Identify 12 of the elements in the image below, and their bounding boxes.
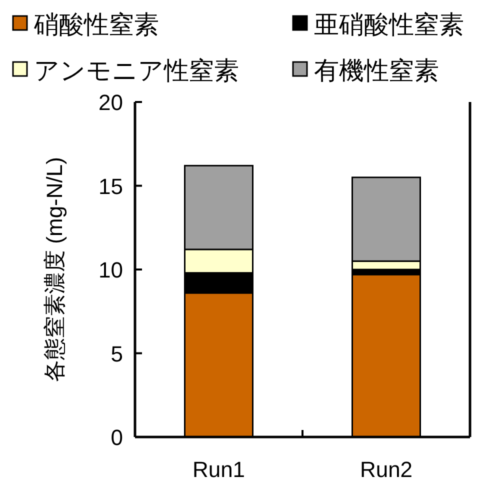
legend-label: アンモニア性窒素	[34, 57, 239, 85]
legend-label: 硝酸性窒素	[33, 11, 159, 39]
legend-label: 亜硝酸性窒素	[314, 11, 464, 39]
x-tick-label: Run1	[192, 457, 246, 482]
y-tick-label: 5	[110, 341, 123, 366]
y-tick-label: 0	[110, 425, 123, 450]
y-tick-label: 15	[98, 174, 123, 199]
x-tick-label: Run2	[360, 457, 413, 482]
y-axis-title: 各態窒素濃度 (mg-N/L)	[42, 157, 67, 382]
y-tick-label: 20	[98, 90, 123, 115]
y-tick-label: 10	[98, 258, 123, 282]
legend-label: 有機性窒素	[314, 57, 439, 85]
